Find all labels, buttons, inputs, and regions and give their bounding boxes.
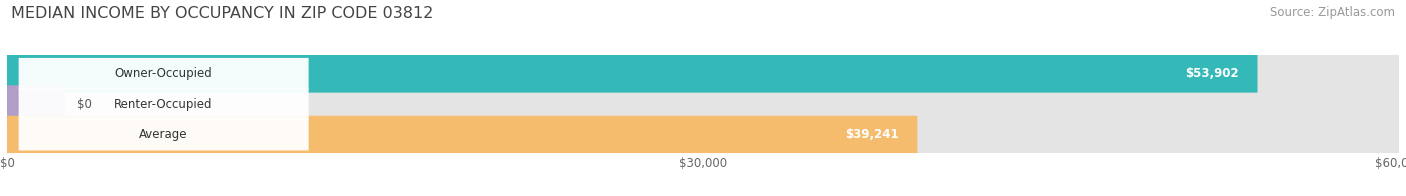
FancyBboxPatch shape xyxy=(18,119,308,151)
FancyBboxPatch shape xyxy=(7,85,65,123)
FancyBboxPatch shape xyxy=(7,116,1399,153)
FancyBboxPatch shape xyxy=(7,55,1257,93)
Text: $0: $0 xyxy=(77,98,91,111)
Text: $53,902: $53,902 xyxy=(1185,67,1239,80)
FancyBboxPatch shape xyxy=(7,55,1399,93)
Text: Owner-Occupied: Owner-Occupied xyxy=(115,67,212,80)
FancyBboxPatch shape xyxy=(18,58,308,90)
Text: $39,241: $39,241 xyxy=(845,128,898,141)
Text: Renter-Occupied: Renter-Occupied xyxy=(114,98,212,111)
FancyBboxPatch shape xyxy=(7,85,1399,123)
FancyBboxPatch shape xyxy=(7,116,917,153)
FancyBboxPatch shape xyxy=(18,88,308,120)
Text: Average: Average xyxy=(139,128,188,141)
Text: MEDIAN INCOME BY OCCUPANCY IN ZIP CODE 03812: MEDIAN INCOME BY OCCUPANCY IN ZIP CODE 0… xyxy=(11,6,433,21)
Text: Source: ZipAtlas.com: Source: ZipAtlas.com xyxy=(1270,6,1395,19)
